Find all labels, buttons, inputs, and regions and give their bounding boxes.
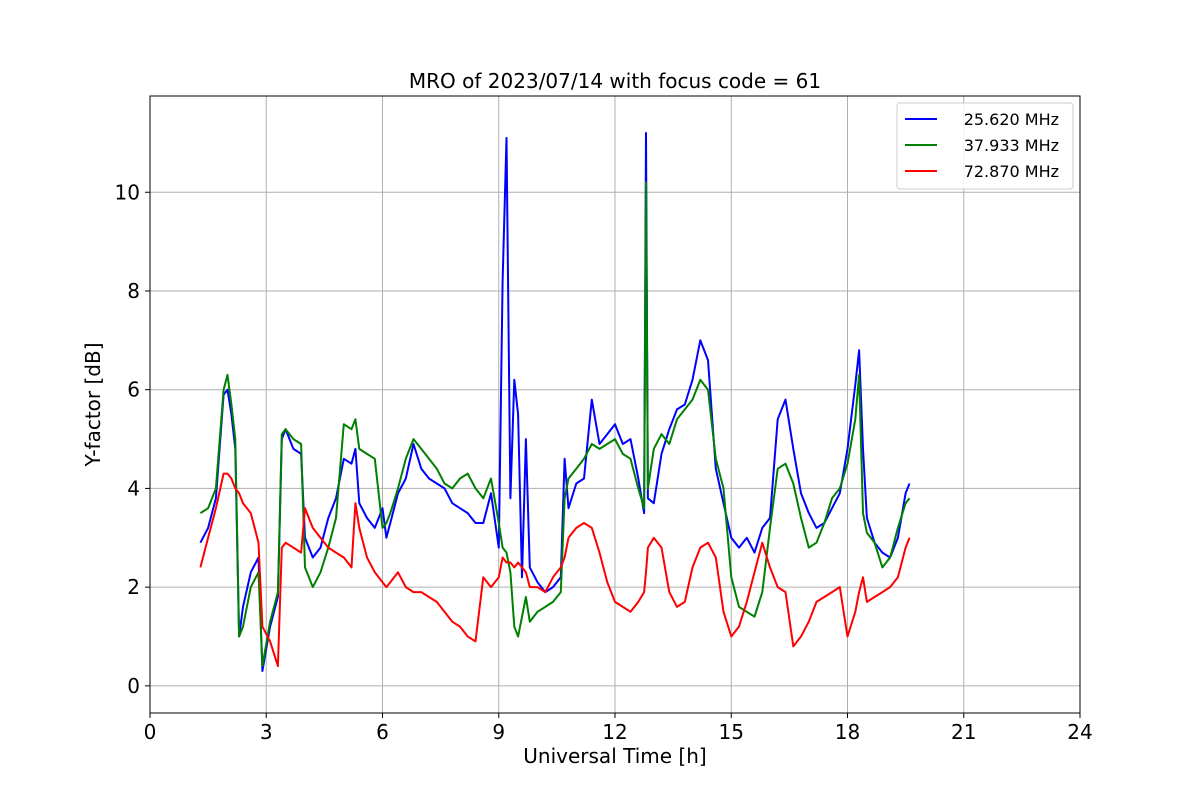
series-line-3 [199,472,911,668]
x-tick-label: 18 [835,720,860,744]
legend: 25.620 MHz 37.933 MHz 72.870 MHz [896,102,1074,190]
y-tick-label: 2 [127,575,140,599]
x-tick-label: 3 [260,720,273,744]
x-tick-label: 6 [376,720,389,744]
y-tick-label: 10 [115,180,140,204]
y-tick-label: 8 [127,279,140,303]
x-tick-label: 9 [492,720,505,744]
y-tick-label: 6 [127,378,140,402]
y-tick-label: 0 [127,674,140,698]
y-axis-label: Y-factor [dB] [81,342,105,467]
x-tick-label: 21 [951,720,976,744]
legend-label-3: 72.870 MHz [964,162,1059,181]
x-tick-label: 24 [1067,720,1092,744]
legend-label-1: 25.620 MHz [964,110,1059,129]
series-group [199,132,911,672]
x-axis-label: Universal Time [h] [523,744,706,768]
x-tick-label: 15 [719,720,744,744]
series-line-2 [199,181,911,668]
y-tick-label: 4 [127,476,140,500]
legend-label-2: 37.933 MHz [964,136,1059,155]
x-tick-label: 12 [602,720,627,744]
x-tick-label: 0 [144,720,157,744]
chart-title: MRO of 2023/07/14 with focus code = 61 [409,69,821,93]
legend-box [896,102,1074,190]
